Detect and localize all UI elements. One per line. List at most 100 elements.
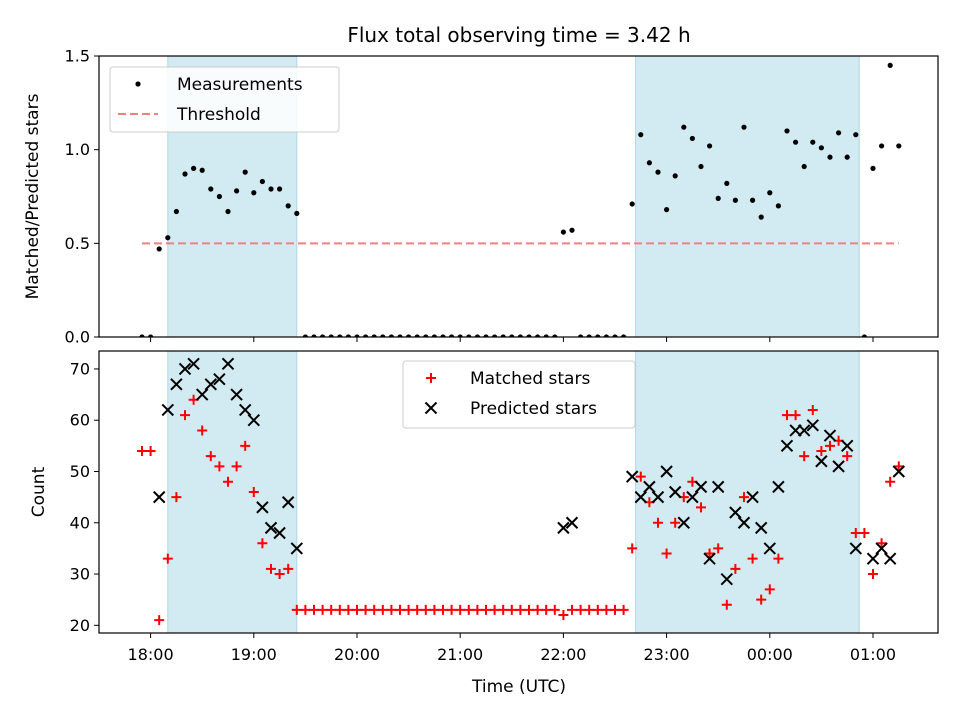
predicted-stars-point	[195, 388, 209, 401]
legend: Matched stars Predicted stars	[402, 360, 636, 429]
measurements-point	[810, 139, 816, 145]
shaded-interval-1	[167, 350, 298, 634]
measurements-point	[431, 334, 437, 337]
matched-stars-point	[377, 604, 388, 615]
matched-stars-point	[291, 604, 302, 615]
predicted-stars-point	[238, 403, 252, 417]
measurements-point	[285, 203, 291, 209]
matched-stars-point	[274, 569, 285, 580]
matched-stars-point	[885, 476, 896, 487]
x-tick-label: 22:00	[540, 645, 586, 664]
measurements-point	[775, 203, 781, 209]
y-tick-label: 0.5	[65, 234, 90, 253]
matched-stars-point	[893, 461, 904, 472]
predicted-stars-point	[892, 465, 905, 478]
measurements-point	[173, 208, 179, 215]
matched-stars-point	[592, 604, 603, 615]
measurements-point	[276, 186, 283, 192]
measurements-point	[715, 195, 721, 201]
measurements-point	[362, 334, 369, 337]
matched-stars-point	[876, 538, 887, 549]
matched-stars-point	[773, 553, 784, 564]
matched-stars-point	[850, 528, 861, 539]
matched-stars-point	[248, 487, 259, 497]
x-tick-label: 19:00	[231, 645, 277, 664]
bottom-y-axis-label: Count	[29, 466, 49, 517]
measurements-point	[844, 154, 850, 160]
predicted-stars-point	[720, 572, 733, 586]
measurements-point	[853, 132, 859, 138]
matched-stars-point	[463, 604, 474, 615]
matched-stars-point	[317, 604, 328, 615]
measurements-point	[629, 201, 635, 207]
measurements-point	[870, 165, 876, 171]
x-tick-label: 18:00	[128, 645, 174, 664]
y-tick-label: 0.0	[65, 328, 90, 347]
matched-stars-point	[214, 461, 225, 472]
y-tick-label: 1.0	[65, 140, 90, 159]
matched-stars-point	[799, 451, 810, 462]
measurements-point	[208, 186, 214, 192]
measurements-point	[491, 334, 498, 337]
matched-stars-point	[429, 604, 440, 615]
measurements-point	[251, 190, 257, 196]
measurements-point	[792, 139, 799, 145]
matched-stars-point	[635, 471, 646, 482]
predicted-stars-point	[772, 480, 785, 494]
predicted-stars-point	[677, 516, 690, 529]
legend: Measurements Threshold	[109, 66, 340, 133]
measurements-point	[741, 124, 747, 130]
measurements-point	[732, 197, 738, 203]
matched-stars-point	[695, 502, 706, 513]
measurements-point	[414, 334, 420, 337]
predicted-stars-point	[273, 526, 286, 540]
matched-stars-point	[197, 425, 208, 436]
matched-stars-point	[300, 604, 311, 615]
predicted-stars-point	[247, 414, 261, 427]
matched-stars-point	[257, 538, 268, 549]
measurements-point	[440, 334, 446, 337]
predicted-stars-point	[780, 439, 794, 453]
matched-stars-point	[506, 604, 517, 615]
measurements-point	[887, 62, 893, 68]
predicted-stars-point	[264, 521, 278, 535]
measurements-point	[603, 334, 609, 337]
matched-stars-point	[351, 604, 362, 615]
predicted-stars-point	[711, 480, 725, 494]
predicted-stars-point	[686, 490, 699, 504]
measurements-point	[638, 132, 644, 138]
legend-label-threshold: Threshold	[176, 105, 261, 125]
matched-stars-point	[437, 604, 448, 615]
measurements-point	[517, 334, 523, 337]
matched-stars-point	[446, 604, 457, 615]
predicted-stars-point	[213, 372, 226, 386]
measurements-point	[767, 190, 773, 196]
matched-stars-point	[498, 604, 509, 615]
predicted-stars-point	[178, 362, 192, 376]
predicted-stars-point	[729, 506, 742, 519]
y-tick-label: 60	[70, 411, 90, 430]
measurements-point	[689, 135, 695, 142]
measurements-point	[595, 334, 601, 337]
matched-stars-point	[713, 543, 724, 554]
y-tick-label: 40	[70, 513, 90, 532]
measurements-point	[371, 334, 377, 337]
measurements-point	[896, 143, 902, 149]
matched-stars-point	[549, 604, 560, 615]
y-tick-label: 70	[70, 359, 90, 378]
measurements-point	[500, 334, 506, 337]
matched-stars-point	[721, 599, 732, 610]
matched-stars-point	[394, 604, 405, 615]
predicted-stars-point	[840, 439, 854, 453]
measurements-point	[448, 334, 455, 337]
measurements-point	[646, 160, 652, 166]
matched-stars-point	[334, 604, 345, 615]
measurements-point	[818, 145, 824, 151]
matched-stars-point	[747, 553, 758, 564]
predicted-stars-point	[161, 403, 175, 417]
measurements-point	[139, 334, 145, 337]
predicted-stars-point	[668, 485, 682, 499]
top-panel: 0.0 0.5 1.0 1.5 Matched/Predicted stars Measu…	[23, 47, 939, 347]
shaded-interval-2	[635, 55, 860, 338]
